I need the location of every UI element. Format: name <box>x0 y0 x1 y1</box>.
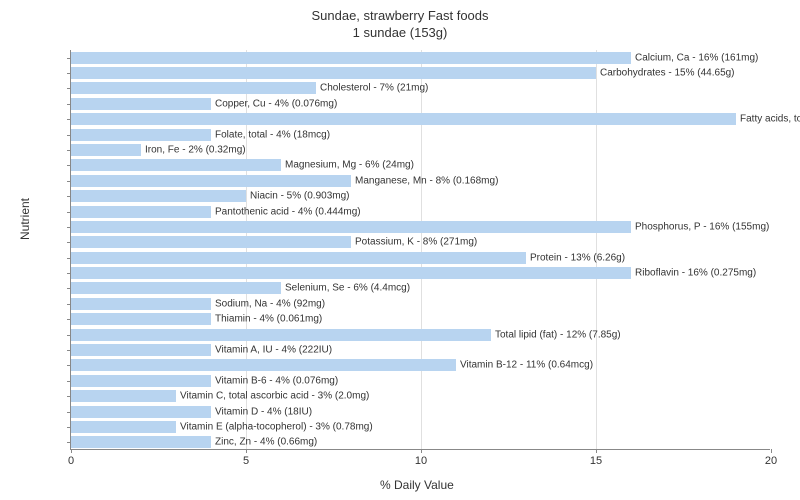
bar: Zinc, Zn - 4% (0.66mg) <box>71 436 211 448</box>
bar-row: Manganese, Mn - 8% (0.168mg) <box>71 173 771 188</box>
bar: Vitamin A, IU - 4% (222IU) <box>71 344 211 356</box>
bar-row: Vitamin E (alpha-tocopherol) - 3% (0.78m… <box>71 419 771 434</box>
bar-label: Vitamin B-6 - 4% (0.076mg) <box>215 375 338 386</box>
bar-row: Calcium, Ca - 16% (161mg) <box>71 50 771 65</box>
bar-label: Carbohydrates - 15% (44.65g) <box>600 68 735 79</box>
bar-label: Vitamin C, total ascorbic acid - 3% (2.0… <box>180 391 369 402</box>
bar: Calcium, Ca - 16% (161mg) <box>71 52 631 64</box>
bar-label: Folate, total - 4% (18mcg) <box>215 129 330 140</box>
bar: Thiamin - 4% (0.061mg) <box>71 313 211 325</box>
title-line2: 1 sundae (153g) <box>353 25 448 40</box>
bar: Sodium, Na - 4% (92mg) <box>71 298 211 310</box>
bar: Vitamin E (alpha-tocopherol) - 3% (0.78m… <box>71 421 176 433</box>
bar-label: Fatty acids, total saturated - 19% (3.73… <box>740 114 800 125</box>
bar-row: Selenium, Se - 6% (4.4mcg) <box>71 281 771 296</box>
bar: Niacin - 5% (0.903mg) <box>71 190 246 202</box>
bar-row: Vitamin B-12 - 11% (0.64mcg) <box>71 358 771 373</box>
y-axis-label: Nutrient <box>18 198 32 240</box>
bar-label: Vitamin E (alpha-tocopherol) - 3% (0.78m… <box>180 421 373 432</box>
bar-row: Iron, Fe - 2% (0.32mg) <box>71 142 771 157</box>
x-tick-label: 20 <box>765 455 777 467</box>
bar-row: Riboflavin - 16% (0.275mg) <box>71 265 771 280</box>
bar-label: Calcium, Ca - 16% (161mg) <box>635 52 758 63</box>
bar-label: Sodium, Na - 4% (92mg) <box>215 298 325 309</box>
bar-label: Phosphorus, P - 16% (155mg) <box>635 221 769 232</box>
bar: Manganese, Mn - 8% (0.168mg) <box>71 175 351 187</box>
bar: Carbohydrates - 15% (44.65g) <box>71 67 596 79</box>
bar-row: Carbohydrates - 15% (44.65g) <box>71 65 771 80</box>
x-tick-label: 0 <box>68 455 74 467</box>
bar-row: Vitamin A, IU - 4% (222IU) <box>71 342 771 357</box>
bar: Vitamin D - 4% (18IU) <box>71 406 211 418</box>
bar-row: Niacin - 5% (0.903mg) <box>71 188 771 203</box>
nutrient-chart: Sundae, strawberry Fast foods 1 sundae (… <box>0 0 800 500</box>
x-tick-label: 5 <box>243 455 249 467</box>
bar-row: Fatty acids, total saturated - 19% (3.73… <box>71 112 771 127</box>
chart-title: Sundae, strawberry Fast foods 1 sundae (… <box>0 0 800 42</box>
bar: Copper, Cu - 4% (0.076mg) <box>71 98 211 110</box>
x-tick-label: 15 <box>590 455 602 467</box>
bar-label: Niacin - 5% (0.903mg) <box>250 191 349 202</box>
bar-label: Manganese, Mn - 8% (0.168mg) <box>355 175 498 186</box>
bar: Vitamin B-12 - 11% (0.64mcg) <box>71 359 456 371</box>
x-axis-label: % Daily Value <box>380 478 454 492</box>
bar: Phosphorus, P - 16% (155mg) <box>71 221 631 233</box>
bar-label: Magnesium, Mg - 6% (24mg) <box>285 160 414 171</box>
bar: Potassium, K - 8% (271mg) <box>71 236 351 248</box>
bar-label: Vitamin B-12 - 11% (0.64mcg) <box>460 360 593 371</box>
bar: Magnesium, Mg - 6% (24mg) <box>71 159 281 171</box>
bar-label: Cholesterol - 7% (21mg) <box>320 83 428 94</box>
bar-label: Selenium, Se - 6% (4.4mcg) <box>285 283 410 294</box>
bar: Pantothenic acid - 4% (0.444mg) <box>71 206 211 218</box>
bar-label: Vitamin D - 4% (18IU) <box>215 406 312 417</box>
bar-row: Total lipid (fat) - 12% (7.85g) <box>71 327 771 342</box>
bar-row: Potassium, K - 8% (271mg) <box>71 235 771 250</box>
bar-label: Zinc, Zn - 4% (0.66mg) <box>215 437 317 448</box>
bar-row: Vitamin C, total ascorbic acid - 3% (2.0… <box>71 388 771 403</box>
bar: Selenium, Se - 6% (4.4mcg) <box>71 282 281 294</box>
bar-row: Pantothenic acid - 4% (0.444mg) <box>71 204 771 219</box>
bar-row: Folate, total - 4% (18mcg) <box>71 127 771 142</box>
bar-row: Copper, Cu - 4% (0.076mg) <box>71 96 771 111</box>
bar-label: Potassium, K - 8% (271mg) <box>355 237 477 248</box>
bar-row: Vitamin B-6 - 4% (0.076mg) <box>71 373 771 388</box>
bar-label: Copper, Cu - 4% (0.076mg) <box>215 98 337 109</box>
bar-row: Magnesium, Mg - 6% (24mg) <box>71 158 771 173</box>
bar-row: Thiamin - 4% (0.061mg) <box>71 312 771 327</box>
bar: Vitamin C, total ascorbic acid - 3% (2.0… <box>71 390 176 402</box>
bar: Fatty acids, total saturated - 19% (3.73… <box>71 113 736 125</box>
bar: Riboflavin - 16% (0.275mg) <box>71 267 631 279</box>
plot-area: 05101520Calcium, Ca - 16% (161mg)Carbohy… <box>70 50 770 450</box>
x-tick-label: 10 <box>415 455 427 467</box>
bar-row: Zinc, Zn - 4% (0.66mg) <box>71 435 771 450</box>
bar: Protein - 13% (6.26g) <box>71 252 526 264</box>
bar: Vitamin B-6 - 4% (0.076mg) <box>71 375 211 387</box>
bar-label: Riboflavin - 16% (0.275mg) <box>635 268 756 279</box>
bar-row: Vitamin D - 4% (18IU) <box>71 404 771 419</box>
bar: Total lipid (fat) - 12% (7.85g) <box>71 329 491 341</box>
bar-label: Total lipid (fat) - 12% (7.85g) <box>495 329 621 340</box>
bar: Folate, total - 4% (18mcg) <box>71 129 211 141</box>
bar-row: Sodium, Na - 4% (92mg) <box>71 296 771 311</box>
x-tick-mark <box>771 449 772 453</box>
bar-row: Cholesterol - 7% (21mg) <box>71 81 771 96</box>
title-line1: Sundae, strawberry Fast foods <box>311 8 488 23</box>
bar-row: Protein - 13% (6.26g) <box>71 250 771 265</box>
bar-label: Iron, Fe - 2% (0.32mg) <box>145 144 246 155</box>
bar: Iron, Fe - 2% (0.32mg) <box>71 144 141 156</box>
bar-label: Pantothenic acid - 4% (0.444mg) <box>215 206 361 217</box>
bar-label: Vitamin A, IU - 4% (222IU) <box>215 344 332 355</box>
bar-row: Phosphorus, P - 16% (155mg) <box>71 219 771 234</box>
bar: Cholesterol - 7% (21mg) <box>71 82 316 94</box>
bar-label: Protein - 13% (6.26g) <box>530 252 625 263</box>
bar-label: Thiamin - 4% (0.061mg) <box>215 314 322 325</box>
